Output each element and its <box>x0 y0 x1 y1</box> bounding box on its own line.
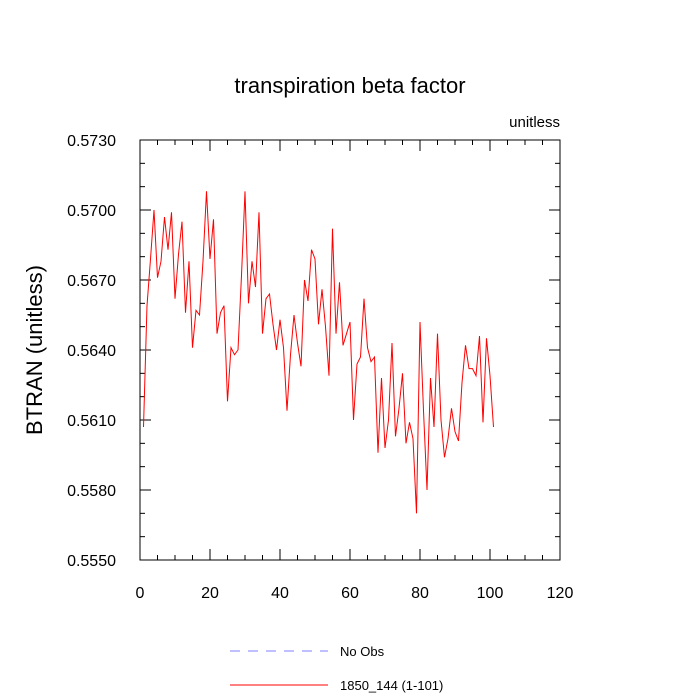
legend-label: 1850_144 (1-101) <box>340 678 443 693</box>
y-tick-label: 0.5700 <box>67 203 116 220</box>
series-lines <box>143 191 494 514</box>
x-tick-label: 0 <box>136 585 145 602</box>
chart-title: transpiration beta factor <box>234 73 465 98</box>
y-tick-label: 0.5580 <box>67 483 116 500</box>
x-tick-label: 100 <box>477 585 504 602</box>
x-tick-label: 40 <box>271 585 289 602</box>
plot-frame <box>139 139 561 561</box>
legend-label: No Obs <box>340 644 385 659</box>
axis-ticks <box>139 139 561 561</box>
y-tick-label: 0.5730 <box>67 133 116 150</box>
units-label: unitless <box>509 114 560 131</box>
y-tick-label: 0.5640 <box>67 343 116 360</box>
y-tick-label: 0.5550 <box>67 553 116 570</box>
x-tick-label: 120 <box>547 585 574 602</box>
y-tick-label: 0.5610 <box>67 413 116 430</box>
legend: No Obs 1850_144 (1-101) <box>230 644 443 693</box>
x-tick-label: 80 <box>411 585 429 602</box>
y-axis-label: BTRAN (unitless) <box>22 265 47 435</box>
x-tick-label: 20 <box>201 585 219 602</box>
x-tick-label: 60 <box>341 585 359 602</box>
y-tick-label: 0.5670 <box>67 273 116 290</box>
series-line <box>143 191 494 514</box>
axis-tick-labels: 0 20 40 60 80 100 120 0.5550 0.5580 0.5610 0.5640 0… <box>67 133 573 602</box>
